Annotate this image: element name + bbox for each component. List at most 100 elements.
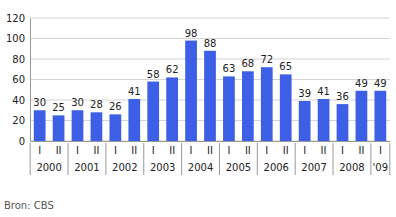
- y-tick: 20: [12, 115, 30, 126]
- data-label: 28: [90, 99, 103, 110]
- year-label: 2002: [112, 162, 137, 173]
- data-label: 25: [52, 102, 65, 113]
- source: Bron: CBS: [4, 200, 54, 211]
- x-tick-label: II: [56, 145, 62, 156]
- x-tick: I: [76, 141, 79, 156]
- bar: [128, 99, 140, 141]
- y-tick: 0: [19, 136, 30, 147]
- y-tick: 80: [12, 54, 30, 65]
- data-label: 41: [128, 86, 141, 97]
- x-tick: I: [265, 141, 268, 156]
- bar: [72, 110, 84, 141]
- data-labels: 30253028264158629888636872653941364949: [33, 28, 386, 114]
- year-label: 2008: [339, 162, 364, 173]
- x-tick: I: [152, 141, 155, 156]
- bar: [280, 74, 292, 141]
- y-axis: 0 20 40 60 80 100 120: [6, 13, 31, 147]
- x-axis-line: [31, 141, 391, 142]
- group-separator: [257, 143, 258, 175]
- x-tick-label: II: [93, 145, 99, 156]
- y-tick: 100: [6, 33, 30, 44]
- data-label: 63: [223, 63, 236, 74]
- year-label: 2003: [150, 162, 175, 173]
- x-tick-label: I: [38, 145, 41, 156]
- x-tick-label: I: [152, 145, 155, 156]
- bar: [53, 115, 65, 141]
- data-label: 98: [185, 28, 198, 39]
- group-separator: [389, 143, 390, 175]
- x-tick-label: I: [379, 145, 382, 156]
- bar: [261, 67, 273, 141]
- grid-line: [30, 18, 390, 19]
- data-label: 62: [166, 64, 179, 75]
- x-tick-label: I: [303, 145, 306, 156]
- x-tick-label: I: [341, 145, 344, 156]
- year-label: 2001: [74, 162, 99, 173]
- bar: [223, 76, 235, 141]
- y-tick-label: 60: [12, 74, 25, 85]
- data-label: 49: [355, 78, 368, 89]
- bar: [242, 71, 254, 141]
- y-axis-line: [30, 19, 31, 142]
- group-separator: [333, 143, 334, 175]
- group-separator: [68, 143, 69, 175]
- x-tick: II: [131, 141, 137, 156]
- x-axis: IIIIIIIIIIIIIIIIIIIIIIIIIIII: [31, 141, 391, 156]
- x-tick: II: [245, 141, 251, 156]
- y-tick: 60: [12, 74, 30, 85]
- bar: [204, 51, 216, 141]
- x-tick: I: [341, 141, 344, 156]
- x-tick: II: [358, 141, 364, 156]
- y-tick: 40: [12, 95, 30, 106]
- data-label: 30: [71, 97, 84, 108]
- x-tick: I: [379, 141, 382, 156]
- x-tick: II: [207, 141, 213, 156]
- grid: [30, 18, 390, 141]
- group-separator: [181, 143, 182, 175]
- data-label: 36: [336, 91, 349, 102]
- y-tick-label: 0: [19, 136, 25, 147]
- year-label: 2007: [301, 162, 326, 173]
- x-tick-label: II: [283, 145, 289, 156]
- x-tick: II: [169, 141, 175, 156]
- year-label: 2000: [36, 162, 61, 173]
- y-tick-label: 100: [6, 33, 25, 44]
- data-label: 41: [317, 86, 330, 97]
- x-tick: II: [93, 141, 99, 156]
- x-tick: I: [38, 141, 41, 156]
- x-tick-label: II: [207, 145, 213, 156]
- bar: [166, 77, 178, 141]
- data-label: 68: [241, 58, 254, 69]
- x-tick-label: II: [169, 145, 175, 156]
- x-tick-label: I: [227, 145, 230, 156]
- x-tick-label: I: [265, 145, 268, 156]
- year-label: 2006: [264, 162, 289, 173]
- bar: [356, 91, 368, 141]
- group-separator: [143, 143, 144, 175]
- chart: 3025302826415862988863687265394136494902…: [0, 0, 396, 217]
- data-label: 39: [298, 88, 311, 99]
- x-tick: I: [303, 141, 306, 156]
- bar: [34, 110, 46, 141]
- x-tick: I: [114, 141, 117, 156]
- data-label: 26: [109, 101, 122, 112]
- x-tick-label: II: [321, 145, 327, 156]
- x-tick: II: [56, 141, 62, 156]
- y-tick-label: 80: [12, 54, 25, 65]
- x-tick: I: [227, 141, 230, 156]
- data-label: 88: [204, 38, 217, 49]
- bar: [318, 99, 330, 141]
- y-tick: 120: [6, 13, 30, 24]
- group-separator: [295, 143, 296, 175]
- x-tick-label: I: [114, 145, 117, 156]
- year-groups: 200020012002200320042005200620072008'09: [30, 143, 390, 175]
- y-tick-label: 120: [6, 13, 25, 24]
- data-label: 65: [279, 61, 292, 72]
- bar: [147, 82, 159, 141]
- year-label: '09: [373, 162, 388, 173]
- group-separator: [30, 143, 31, 175]
- bars: [34, 41, 386, 141]
- data-label: 30: [33, 97, 46, 108]
- x-tick-label: II: [131, 145, 137, 156]
- data-label: 72: [260, 54, 273, 65]
